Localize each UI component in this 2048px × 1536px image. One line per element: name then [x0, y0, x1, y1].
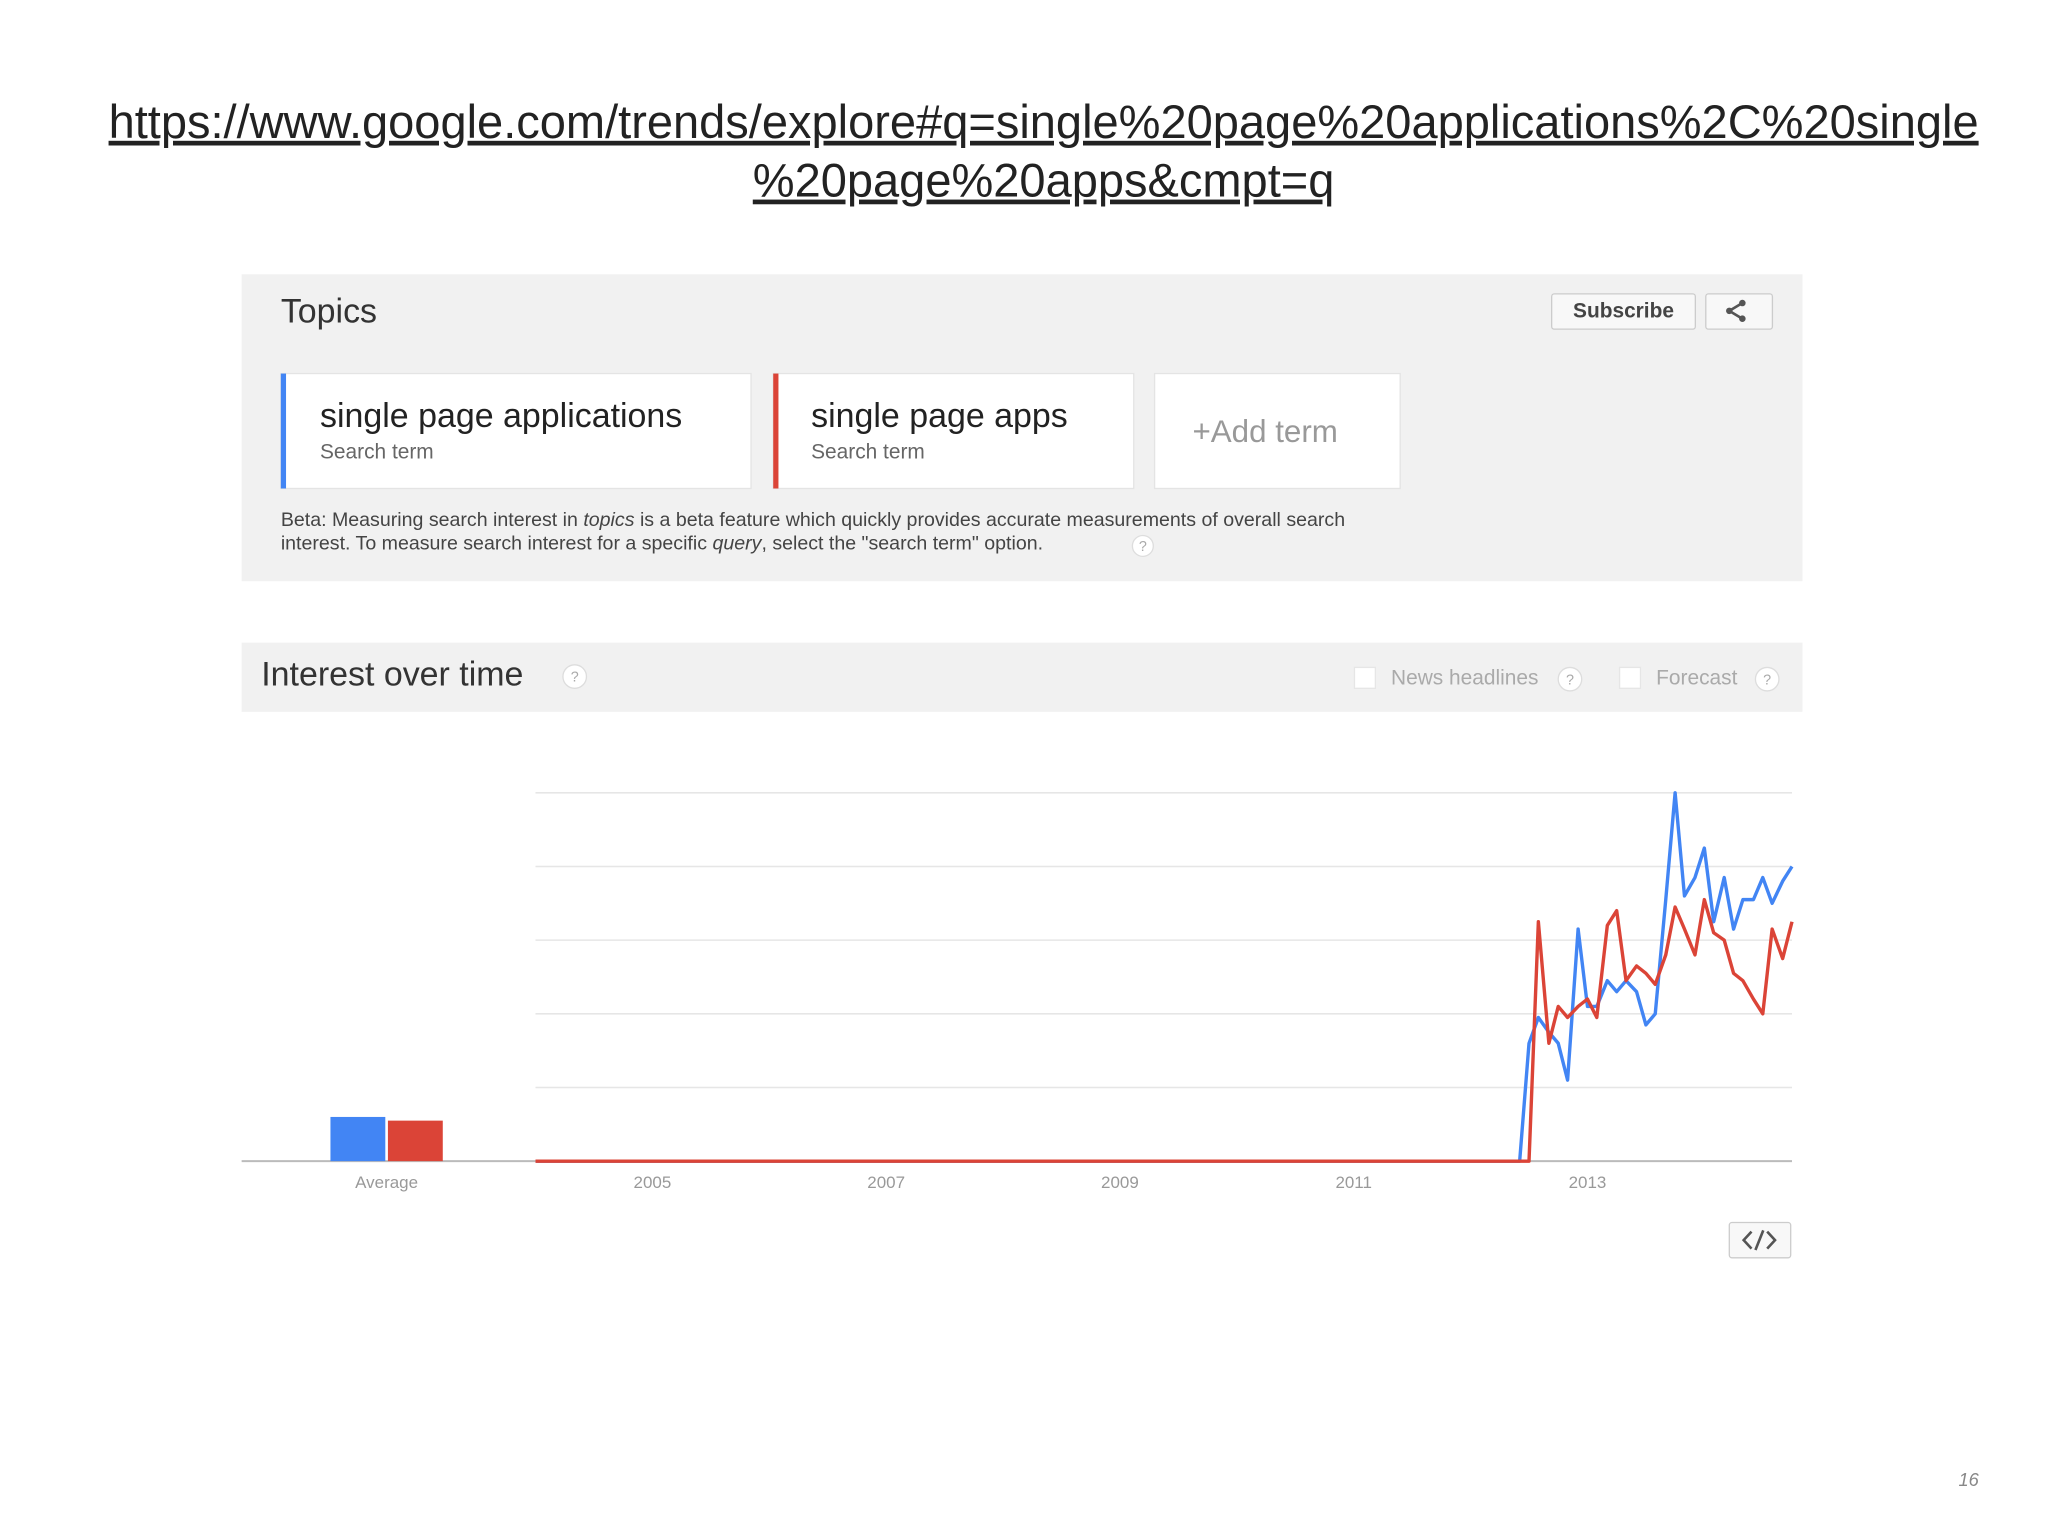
help-mark: ?: [571, 670, 579, 686]
add-term-label: +Add term: [1192, 414, 1337, 449]
note-text: interest. To measure search interest for…: [281, 533, 713, 555]
checkbox-label: News headlines: [1391, 667, 1538, 690]
checkbox[interactable]: [1618, 666, 1642, 689]
subscribe-label: Subscribe: [1573, 300, 1674, 323]
url-line[interactable]: %20page%20apps&cmpt=q: [753, 154, 1335, 207]
note-text: , select the "search term" option.: [761, 533, 1043, 555]
beta-note: interest. To measure search interest for…: [281, 533, 1043, 555]
term-name: single page applications: [320, 397, 682, 435]
term-type: Search term: [320, 441, 434, 464]
note-text: query: [712, 533, 762, 555]
term-name: single page apps: [811, 397, 1068, 435]
chart: Average 2005 2007 2009 2011 2013: [330, 791, 1794, 1192]
note-text: is a beta feature which quickly provides…: [635, 509, 1346, 531]
help-icon[interactable]: [1557, 666, 1583, 692]
url-line[interactable]: https://www.google.com/trends/explore#q=…: [109, 95, 1979, 148]
bar: [387, 1120, 443, 1162]
x-tick-label: 2007: [867, 1173, 905, 1192]
beta-note: Beta: Measuring search interest in topic…: [281, 509, 1345, 531]
x-tick-label: 2011: [1335, 1173, 1372, 1192]
page-number: 16: [1958, 1469, 1979, 1490]
term-card[interactable]: [280, 372, 752, 490]
term-card[interactable]: [772, 372, 1135, 490]
help-icon[interactable]: [1754, 666, 1780, 692]
help-mark: ?: [1763, 672, 1771, 688]
interest-header: [241, 642, 1803, 712]
add-term-card[interactable]: [1153, 372, 1401, 490]
bar: [330, 1116, 386, 1162]
x-tick-label: 2005: [634, 1173, 672, 1192]
panel-title: Topics: [281, 292, 377, 330]
note-text: topics: [583, 509, 634, 531]
checkbox[interactable]: [1353, 666, 1376, 689]
help-icon[interactable]: [562, 664, 588, 689]
help-icon[interactable]: [1131, 534, 1154, 558]
x-tick-label: 2013: [1569, 1173, 1607, 1192]
series-line: [535, 791, 1794, 1163]
note-text: Beta: Measuring search interest in: [281, 509, 584, 531]
help-mark: ?: [1566, 672, 1574, 688]
x-tick-label: Average: [355, 1173, 418, 1192]
x-tick-label: 2009: [1101, 1173, 1139, 1192]
term-type: Search term: [811, 441, 925, 464]
subscribe-button[interactable]: [1551, 293, 1696, 330]
embed-button[interactable]: [1728, 1221, 1792, 1259]
checkbox-label: Forecast: [1656, 667, 1737, 690]
help-mark: ?: [1139, 539, 1147, 555]
share-button[interactable]: [1705, 293, 1774, 330]
panel-title: Interest over time: [261, 656, 523, 694]
series-line: [535, 897, 1794, 1163]
